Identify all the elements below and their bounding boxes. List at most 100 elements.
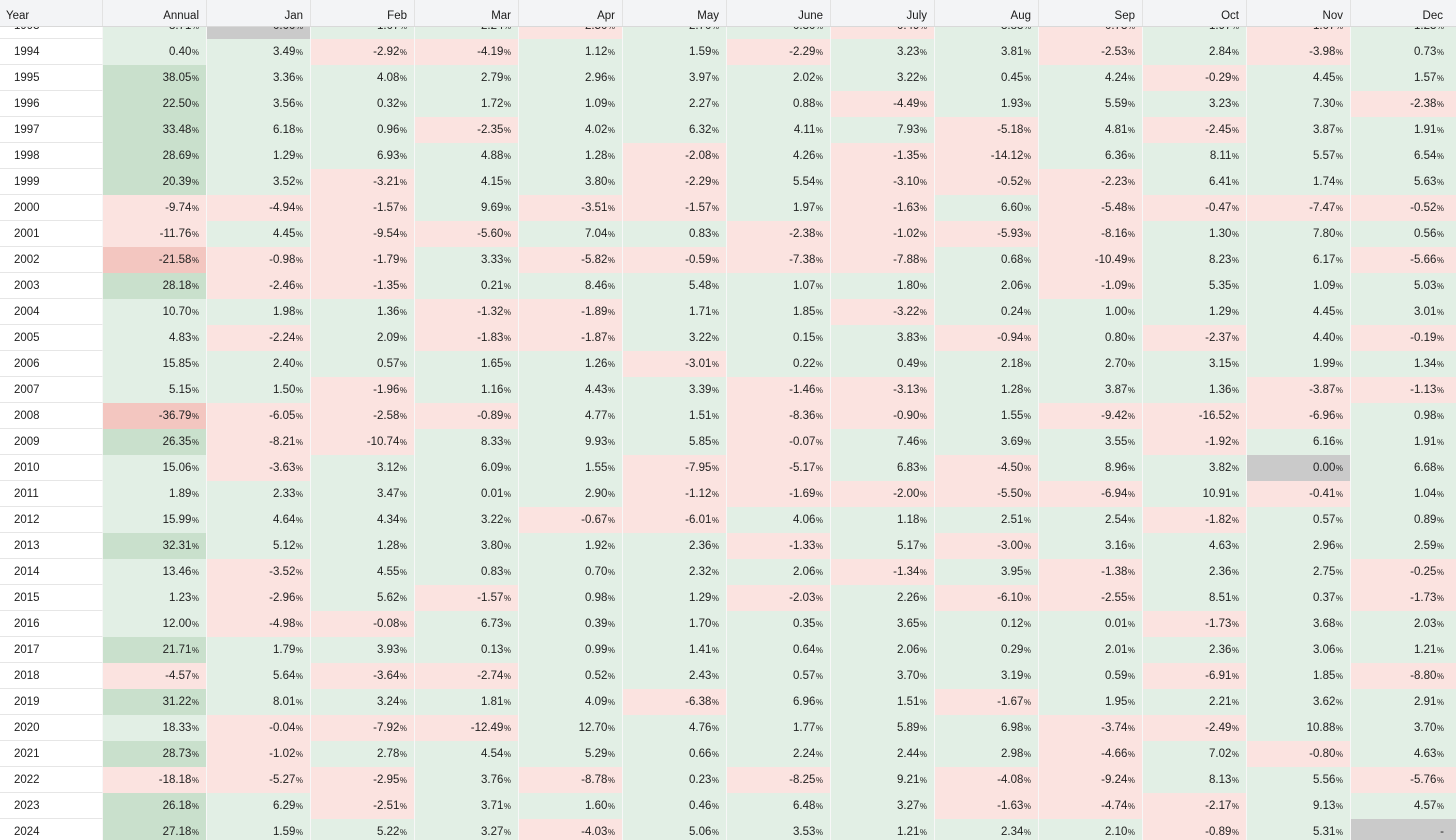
return-value: 4.09: [584, 696, 608, 708]
return-value: 0.13: [480, 644, 504, 656]
percent-sign: %: [1231, 256, 1239, 265]
percent-sign: %: [295, 776, 303, 785]
return-value: 5.85: [688, 436, 712, 448]
percent-sign: %: [1335, 698, 1343, 707]
percent-sign: %: [711, 724, 719, 733]
percent-sign: %: [503, 100, 511, 109]
column-header-apr[interactable]: Apr: [519, 0, 623, 26]
column-header-year[interactable]: Year: [0, 0, 103, 26]
year-cell: 2009: [0, 429, 103, 455]
percent-sign: %: [1023, 750, 1031, 759]
column-header-nov[interactable]: Nov: [1247, 0, 1351, 26]
return-value: 1.74: [1312, 176, 1336, 188]
column-header-annual[interactable]: Annual: [103, 0, 207, 26]
return-value: 6.48: [792, 800, 816, 812]
monthly-return-cell: -2.95%: [311, 767, 415, 793]
monthly-return-cell: -8.25%: [727, 767, 831, 793]
percent-sign: %: [1127, 672, 1135, 681]
monthly-return-cell: 2.36%: [1143, 559, 1247, 585]
column-header-may[interactable]: May: [623, 0, 727, 26]
column-header-jan[interactable]: Jan: [207, 0, 311, 26]
column-header-june[interactable]: June: [727, 0, 831, 26]
monthly-return-cell: 5.35%: [1143, 273, 1247, 299]
return-value: 0.57: [1312, 514, 1336, 526]
percent-sign: %: [1023, 594, 1031, 603]
monthly-return-cell: 1.09%: [519, 91, 623, 117]
column-header-mar[interactable]: Mar: [415, 0, 519, 26]
percent-sign: %: [1127, 412, 1135, 421]
table-header: Year Annual Jan Feb Mar Apr May June July Aug Sep O…: [0, 0, 1456, 27]
percent-sign: %: [919, 308, 927, 317]
percent-sign: %: [1231, 750, 1239, 759]
percent-sign: %: [191, 360, 199, 369]
monthly-return-cell: 2.84%: [1143, 39, 1247, 65]
return-value: -3.87: [1309, 384, 1336, 396]
annual-return-cell: 12.00%: [103, 611, 207, 637]
monthly-return-cell: 5.17%: [831, 533, 935, 559]
column-header-oct[interactable]: Oct: [1143, 0, 1247, 26]
monthly-return-cell: -2.49%: [1143, 715, 1247, 741]
monthly-return-cell: 5.48%: [623, 273, 727, 299]
monthly-return-cell: -3.64%: [311, 663, 415, 689]
percent-sign: %: [919, 698, 927, 707]
return-value: 0.96: [376, 124, 400, 136]
return-value: 3.68: [1312, 618, 1336, 630]
return-value: -2.58: [373, 410, 400, 422]
annual-return-cell: 33.48%: [103, 117, 207, 143]
percent-sign: %: [1335, 282, 1343, 291]
monthly-return-cell: -14.12%: [935, 143, 1039, 169]
monthly-return-cell: -0.04%: [207, 715, 311, 741]
column-header-sep[interactable]: Sep: [1039, 0, 1143, 26]
monthly-return-cell: 1.59%: [623, 39, 727, 65]
monthly-return-cell: -1.33%: [727, 533, 831, 559]
column-header-july[interactable]: July: [831, 0, 935, 26]
monthly-return-cell: 3.83%: [831, 325, 935, 351]
percent-sign: %: [1127, 594, 1135, 603]
percent-sign: %: [607, 256, 615, 265]
column-header-feb[interactable]: Feb: [311, 0, 415, 26]
monthly-return-cell: 1.85%: [727, 299, 831, 325]
monthly-return-cell: -6.94%: [1039, 481, 1143, 507]
percent-sign: %: [503, 594, 511, 603]
monthly-return-cell: 3.65%: [831, 611, 935, 637]
monthly-return-cell: 1.59%: [207, 819, 311, 840]
monthly-return-cell: 5.64%: [207, 663, 311, 689]
annual-return-cell: -21.58%: [103, 247, 207, 273]
return-value: 9.93: [584, 436, 608, 448]
monthly-return-cell: 6.54%: [1351, 143, 1456, 169]
monthly-return-cell: 2.09%: [311, 325, 415, 351]
return-value: 8.01: [272, 696, 296, 708]
percent-sign: %: [607, 48, 615, 57]
percent-sign: %: [1436, 100, 1444, 109]
percent-sign: %: [1023, 308, 1031, 317]
percent-sign: %: [815, 594, 823, 603]
return-value: 1.59: [272, 826, 296, 838]
return-value: 7.30: [1312, 98, 1336, 110]
monthly-return-cell: 1.18%: [831, 507, 935, 533]
return-value: -8.78: [581, 774, 608, 786]
monthly-return-cell: 1.29%: [207, 143, 311, 169]
monthly-return-cell: 3.80%: [415, 533, 519, 559]
percent-sign: %: [815, 386, 823, 395]
return-value: 0.22: [792, 358, 816, 370]
percent-sign: %: [1335, 386, 1343, 395]
return-value: 7.93: [896, 124, 920, 136]
monthly-return-cell: 4.57%: [1351, 793, 1456, 819]
return-value: 6.68: [1413, 462, 1437, 474]
percent-sign: %: [1231, 828, 1239, 837]
percent-sign: %: [399, 282, 407, 291]
percent-sign: %: [815, 750, 823, 759]
return-value: -1.32: [477, 306, 504, 318]
percent-sign: %: [815, 438, 823, 447]
percent-sign: %: [191, 204, 199, 213]
return-value: 5.17: [896, 540, 920, 552]
percent-sign: %: [503, 48, 511, 57]
return-value: 5.64: [272, 670, 296, 682]
monthly-return-cell: 5.03%: [1351, 273, 1456, 299]
column-header-dec[interactable]: Dec: [1422, 10, 1443, 22]
percent-sign: %: [191, 230, 199, 239]
monthly-return-cell: -0.29%: [1143, 65, 1247, 91]
column-header-aug[interactable]: Aug: [935, 0, 1039, 26]
return-value: 3.49: [272, 46, 296, 58]
